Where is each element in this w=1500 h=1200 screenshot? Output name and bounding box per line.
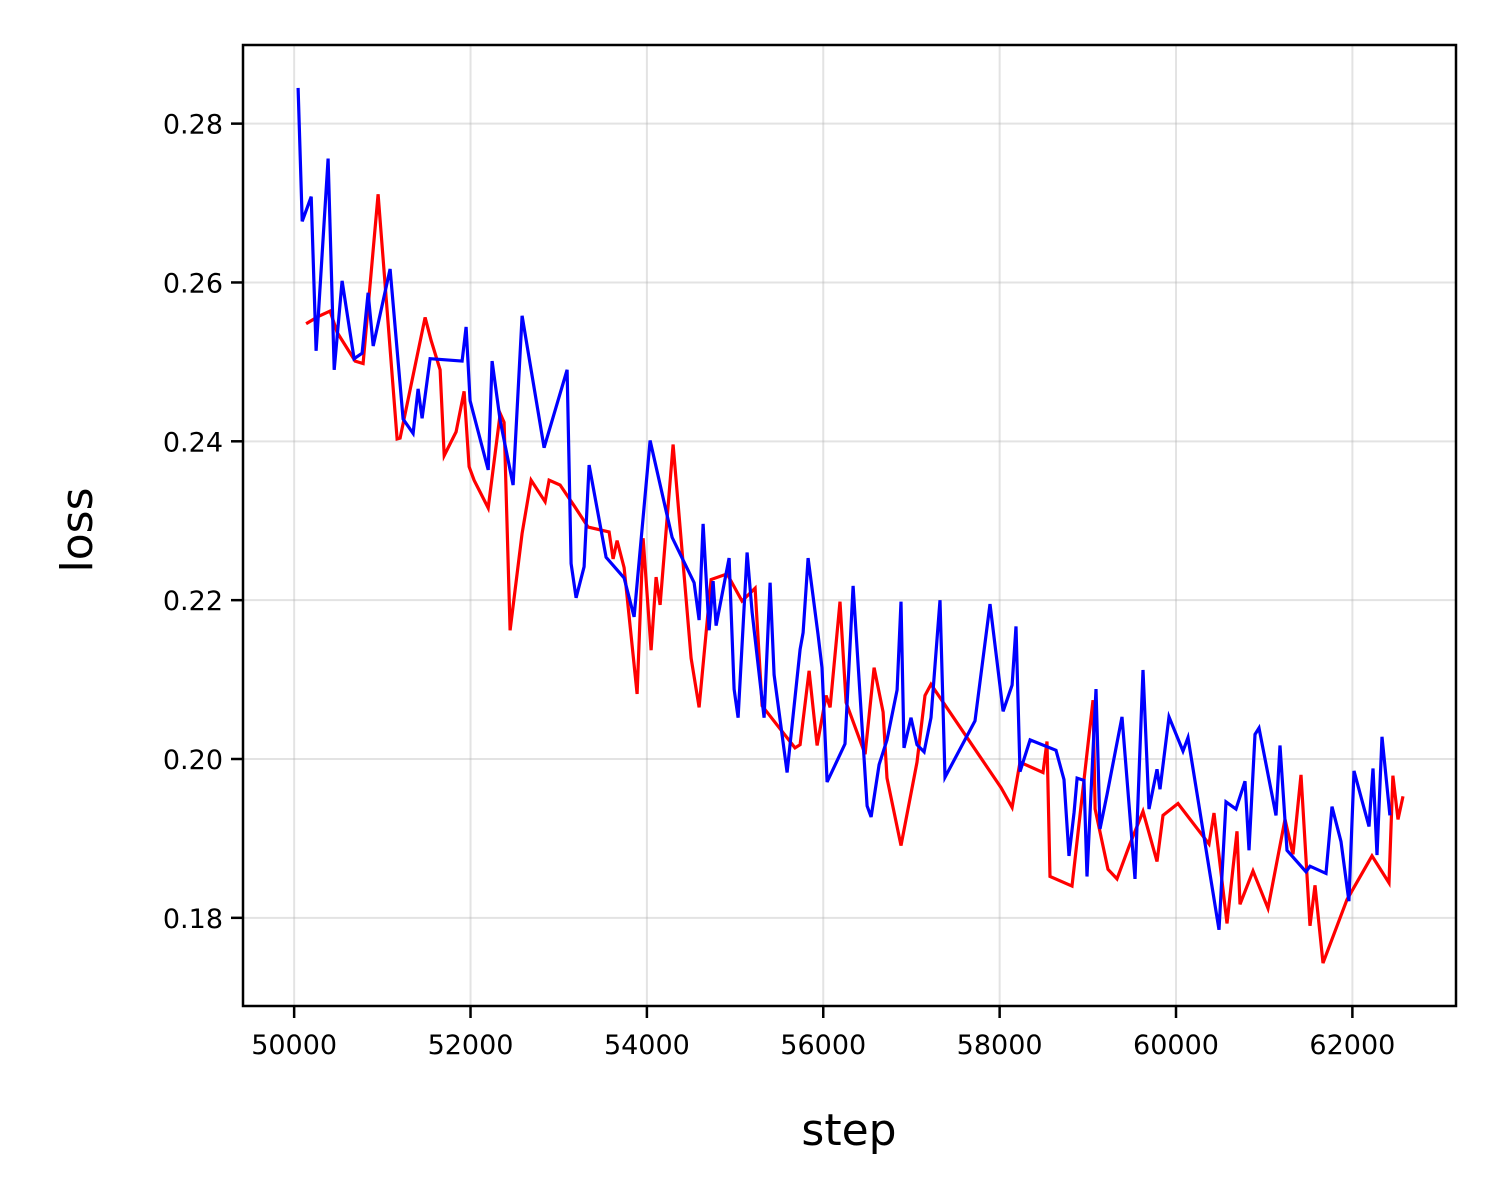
x-tick-label: 58000: [957, 1030, 1043, 1061]
x-axis-ticks: 50000 52000 54000 56000 58000 60000 62000: [251, 1006, 1395, 1061]
x-tick-label: 60000: [1133, 1030, 1219, 1061]
x-tick-label: 54000: [604, 1030, 690, 1061]
series-line-red: [305, 194, 1405, 964]
y-tick-label: 0.18: [163, 904, 223, 935]
x-tick-label: 52000: [428, 1030, 514, 1061]
grid-lines: [243, 45, 1456, 1006]
y-tick-label: 0.20: [163, 745, 223, 776]
y-tick-label: 0.26: [163, 268, 223, 299]
y-tick-label: 0.24: [163, 427, 223, 458]
x-tick-label: 50000: [251, 1030, 337, 1061]
y-tick-label: 0.28: [163, 110, 223, 141]
x-tick-label: 62000: [1309, 1030, 1395, 1061]
plot-frame: [241, 43, 1458, 1008]
x-axis-label: step: [801, 1105, 896, 1156]
x-tick-label: 56000: [780, 1030, 866, 1061]
series-line-blue: [296, 87, 1392, 931]
plot-series: [296, 87, 1405, 964]
y-tick-label: 0.22: [163, 586, 223, 617]
y-axis-label: loss: [52, 488, 103, 573]
y-axis-ticks: 0.18 0.20 0.22 0.24 0.26 0.28: [163, 110, 243, 935]
